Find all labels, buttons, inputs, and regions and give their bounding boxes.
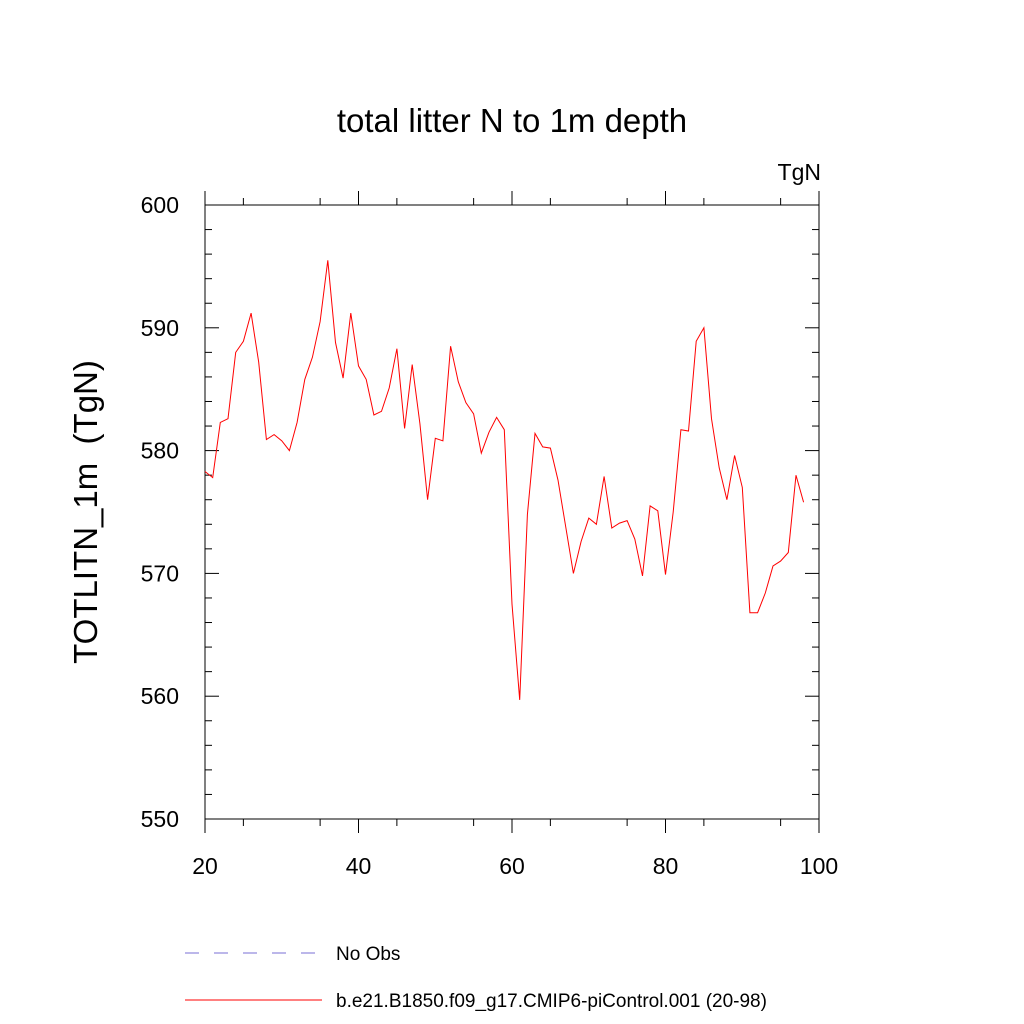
series-line-1 — [204, 260, 805, 700]
y-tick-label: 570 — [141, 560, 179, 586]
series-lines — [204, 260, 805, 700]
y-axis-label: TOTLITN_1m (TgN) — [67, 360, 104, 664]
legend: No Obs b.e21.B1850.f09_g17.CMIP6-piContr… — [185, 944, 767, 1012]
y-tick-label: 590 — [141, 315, 179, 341]
x-tick-label: 40 — [346, 853, 372, 879]
legend-label-model: b.e21.B1850.f09_g17.CMIP6-piControl.001 … — [336, 991, 767, 1012]
axis-ticks — [204, 191, 820, 833]
legend-label-no-obs: No Obs — [336, 944, 400, 965]
x-tick-label: 60 — [499, 853, 525, 879]
x-tick-label: 20 — [192, 853, 218, 879]
chart-title: total litter N to 1m depth — [337, 102, 687, 139]
tick-labels: 20 40 60 80 100 550 560 570 580 590 600 — [141, 192, 839, 879]
x-tick-label: 100 — [800, 853, 838, 879]
plot-frame — [204, 204, 820, 820]
y-tick-label: 580 — [141, 438, 179, 464]
y-tick-label: 560 — [141, 683, 179, 709]
x-tick-label: 80 — [653, 853, 679, 879]
y-tick-label: 550 — [141, 806, 179, 832]
y-tick-label: 600 — [141, 192, 179, 218]
units-label: TgN — [778, 159, 821, 185]
